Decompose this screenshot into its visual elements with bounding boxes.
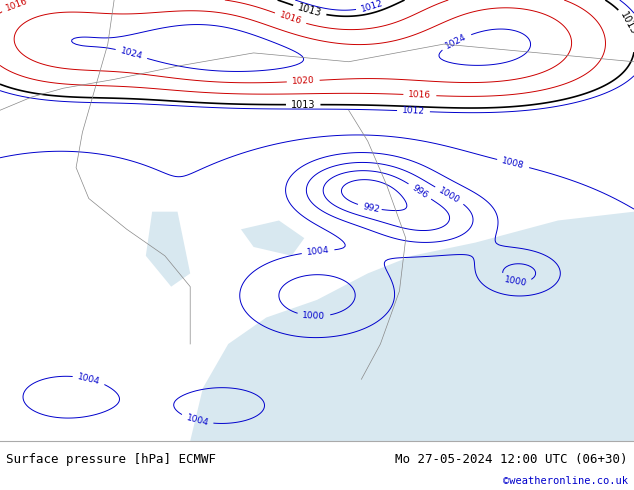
Text: Mo 27-05-2024 12:00 UTC (06+30): Mo 27-05-2024 12:00 UTC (06+30) [395, 453, 628, 466]
Text: 1004: 1004 [77, 372, 101, 386]
Text: 1012: 1012 [402, 106, 425, 116]
Text: 1008: 1008 [501, 156, 526, 171]
Text: 1024: 1024 [444, 32, 469, 50]
Polygon shape [146, 212, 190, 287]
Text: 1013: 1013 [291, 99, 316, 110]
Text: 1016: 1016 [4, 0, 29, 13]
Polygon shape [190, 212, 634, 441]
Text: 1016: 1016 [278, 10, 303, 26]
Text: 1016: 1016 [408, 90, 432, 100]
Text: 1013: 1013 [297, 2, 323, 19]
Text: 1000: 1000 [437, 186, 462, 205]
Polygon shape [241, 220, 304, 256]
Text: 1000: 1000 [503, 275, 527, 288]
Text: Surface pressure [hPa] ECMWF: Surface pressure [hPa] ECMWF [6, 453, 216, 466]
Text: 1012: 1012 [359, 0, 384, 14]
Text: 1013: 1013 [619, 10, 634, 37]
Text: 1024: 1024 [119, 47, 144, 61]
Text: 996: 996 [410, 183, 429, 200]
Text: 1020: 1020 [292, 76, 315, 86]
Text: 1000: 1000 [302, 311, 325, 321]
Text: 1004: 1004 [306, 245, 330, 257]
Text: 992: 992 [362, 202, 380, 214]
Text: 1004: 1004 [185, 413, 209, 428]
Text: ©weatheronline.co.uk: ©weatheronline.co.uk [503, 476, 628, 486]
